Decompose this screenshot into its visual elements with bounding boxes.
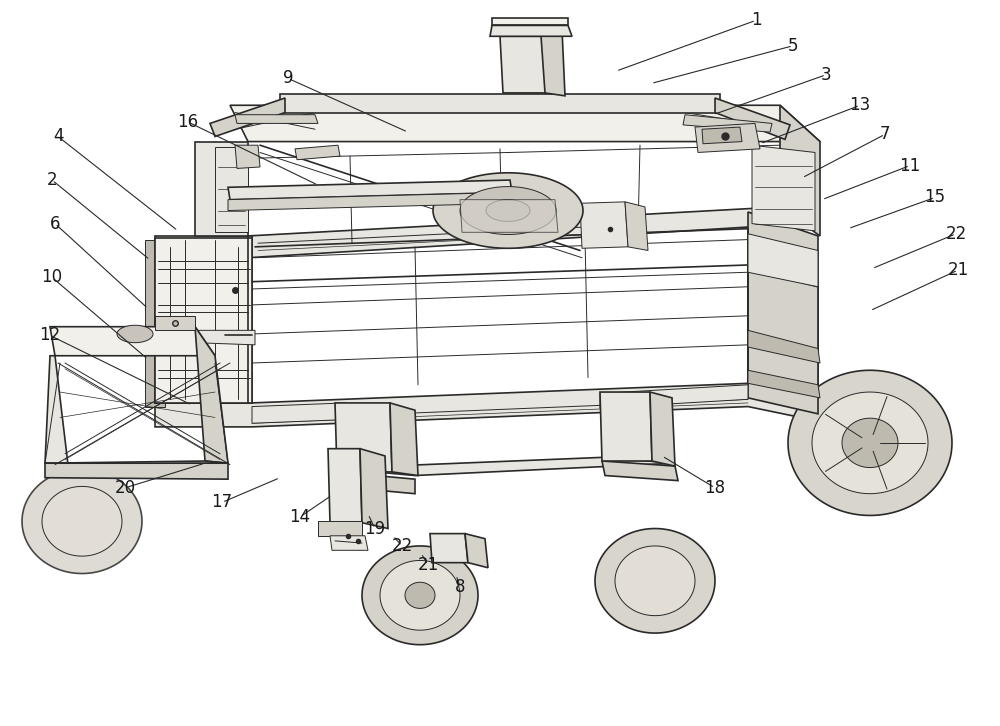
Polygon shape: [155, 383, 818, 427]
Polygon shape: [600, 392, 652, 461]
Polygon shape: [752, 145, 815, 231]
Polygon shape: [615, 546, 695, 616]
Polygon shape: [748, 370, 820, 398]
Text: 18: 18: [704, 479, 726, 497]
Polygon shape: [842, 418, 898, 468]
Polygon shape: [500, 22, 545, 36]
Polygon shape: [228, 192, 512, 211]
Polygon shape: [600, 385, 748, 408]
Text: 14: 14: [289, 508, 311, 526]
Polygon shape: [460, 200, 558, 232]
Polygon shape: [50, 327, 215, 356]
Polygon shape: [155, 316, 195, 330]
Polygon shape: [500, 36, 548, 93]
Text: 12: 12: [39, 327, 61, 344]
Polygon shape: [45, 461, 228, 465]
Text: 3: 3: [821, 66, 831, 83]
Polygon shape: [405, 582, 435, 608]
Polygon shape: [362, 546, 478, 645]
Polygon shape: [228, 180, 512, 200]
Polygon shape: [42, 486, 122, 556]
Polygon shape: [812, 392, 928, 494]
Polygon shape: [788, 370, 952, 515]
Polygon shape: [715, 98, 790, 139]
Text: 21: 21: [947, 261, 969, 279]
Polygon shape: [230, 105, 820, 142]
Polygon shape: [430, 534, 468, 563]
Text: 15: 15: [924, 189, 946, 206]
Polygon shape: [625, 202, 648, 250]
Text: 1: 1: [751, 12, 761, 29]
Polygon shape: [683, 115, 772, 132]
Polygon shape: [145, 240, 165, 407]
Polygon shape: [465, 534, 488, 568]
Text: 5: 5: [788, 37, 798, 54]
Text: 9: 9: [283, 70, 293, 87]
Polygon shape: [215, 147, 248, 232]
Polygon shape: [252, 403, 345, 423]
Polygon shape: [45, 463, 228, 479]
Polygon shape: [602, 461, 678, 481]
Polygon shape: [748, 330, 820, 363]
Text: 19: 19: [364, 520, 386, 537]
Polygon shape: [195, 207, 780, 258]
Text: 16: 16: [177, 113, 199, 131]
Polygon shape: [360, 449, 388, 529]
Polygon shape: [748, 269, 818, 414]
Polygon shape: [330, 536, 368, 550]
Polygon shape: [295, 145, 340, 160]
Text: 13: 13: [849, 97, 871, 114]
Polygon shape: [195, 330, 255, 345]
Polygon shape: [580, 202, 628, 248]
Text: 21: 21: [417, 556, 439, 574]
Polygon shape: [486, 200, 530, 221]
Polygon shape: [390, 403, 418, 476]
Polygon shape: [335, 472, 415, 494]
Polygon shape: [318, 521, 362, 536]
Text: 2: 2: [47, 171, 57, 189]
Text: 8: 8: [455, 578, 465, 595]
Polygon shape: [195, 142, 248, 236]
Polygon shape: [702, 127, 742, 144]
Polygon shape: [748, 212, 818, 398]
Polygon shape: [748, 234, 818, 287]
Text: 22: 22: [391, 537, 413, 555]
Polygon shape: [540, 22, 565, 96]
Polygon shape: [380, 560, 460, 630]
Polygon shape: [280, 94, 720, 113]
Polygon shape: [335, 403, 392, 472]
Text: 10: 10: [41, 269, 63, 286]
Text: 17: 17: [211, 494, 233, 511]
Polygon shape: [695, 123, 760, 152]
Polygon shape: [595, 529, 715, 633]
Polygon shape: [650, 392, 675, 466]
Polygon shape: [195, 327, 228, 463]
Text: 7: 7: [880, 126, 890, 143]
Polygon shape: [780, 105, 820, 236]
Polygon shape: [490, 25, 572, 36]
Polygon shape: [210, 98, 285, 136]
Text: 6: 6: [50, 215, 60, 232]
Polygon shape: [328, 449, 362, 523]
Polygon shape: [235, 115, 318, 123]
Text: 20: 20: [114, 479, 136, 497]
Text: 22: 22: [945, 225, 967, 242]
Polygon shape: [492, 18, 568, 25]
Polygon shape: [335, 457, 675, 476]
Polygon shape: [117, 325, 153, 343]
Polygon shape: [460, 187, 556, 234]
Polygon shape: [22, 469, 142, 574]
Polygon shape: [45, 356, 68, 465]
Text: 11: 11: [899, 157, 921, 174]
Text: 4: 4: [53, 128, 63, 145]
Polygon shape: [235, 145, 260, 168]
Polygon shape: [155, 236, 252, 403]
Polygon shape: [433, 173, 583, 248]
Polygon shape: [155, 238, 252, 403]
